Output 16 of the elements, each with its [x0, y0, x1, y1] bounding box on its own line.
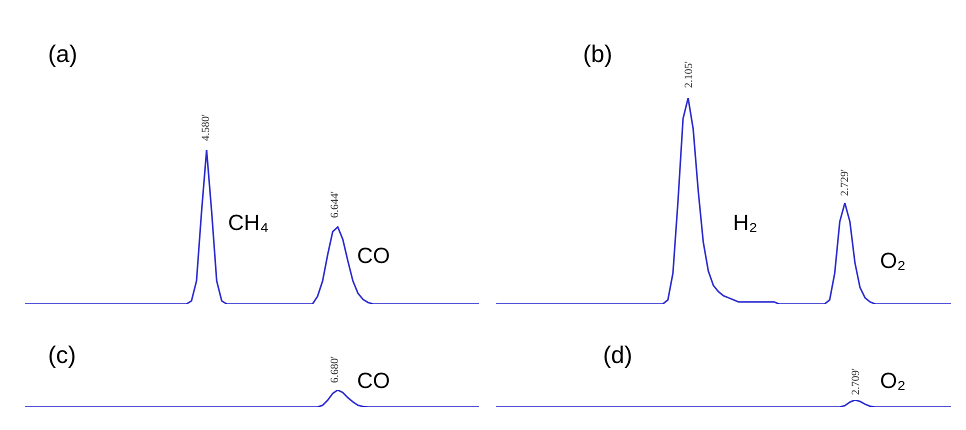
annotation: 6.644'	[329, 191, 341, 218]
annotation: O₂	[880, 248, 906, 273]
annotation: CO	[357, 368, 390, 393]
text: O₂	[880, 368, 906, 393]
annotation: CO	[357, 243, 390, 268]
text: 2.105'	[683, 61, 695, 88]
text: (a)	[48, 41, 78, 68]
annotation: 2.729'	[839, 169, 851, 196]
annotation: H₂	[733, 210, 758, 235]
text: 2.709'	[850, 368, 862, 395]
text: (d)	[603, 342, 632, 369]
text: 4.580'	[200, 114, 212, 141]
text: (b)	[583, 41, 612, 68]
text: (c)	[48, 342, 76, 369]
text: 6.680'	[329, 356, 341, 383]
annotation: CH₄	[228, 210, 269, 235]
